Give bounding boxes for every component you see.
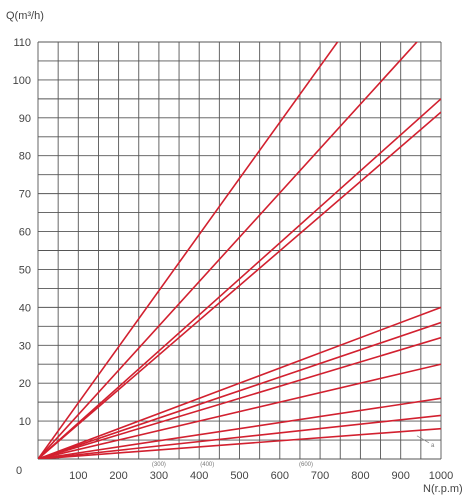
series-line-4	[38, 111, 441, 459]
y-tick-label: 20	[19, 378, 31, 390]
x-tick-label: 300	[150, 470, 168, 482]
y-tick-label: 60	[19, 227, 31, 239]
y-tick-label: 10	[19, 416, 31, 428]
small-note: (400)	[200, 462, 214, 468]
y-tick-label: 50	[19, 264, 31, 276]
x-tick-label: 500	[230, 470, 248, 482]
y-tick-label: 70	[19, 189, 31, 201]
x-tick-label: 1000	[429, 470, 453, 482]
x-tick-label: 700	[311, 470, 329, 482]
series-line-2	[38, 42, 418, 459]
x-tick-label: 900	[392, 470, 410, 482]
annotation-leader	[416, 435, 430, 444]
y-tick-label: 40	[19, 302, 31, 314]
x-tick-label: 200	[109, 470, 127, 482]
series-line-10	[38, 414, 441, 459]
y-tick-label: 90	[19, 113, 31, 125]
series-line-8	[38, 363, 441, 459]
series-line-1	[38, 42, 339, 459]
small-note: (600)	[299, 462, 313, 468]
y-tick-label: 30	[19, 340, 31, 352]
y-tick-label: 110	[13, 37, 31, 49]
x-axis-title: N(r.p.m)	[423, 483, 463, 495]
origin-label: 0	[16, 465, 22, 477]
x-tick-label: 400	[190, 470, 208, 482]
series-line-3	[38, 98, 441, 459]
series-line-5	[38, 306, 441, 459]
series-line-6	[38, 321, 441, 459]
x-tick-label: 100	[69, 470, 87, 482]
small-note: (300)	[152, 462, 166, 468]
tick-labels: 10 20 30 40 50 60 70 80 90 100 110 100 200 300 400 500 6…	[13, 37, 454, 482]
annotation-label: a	[431, 443, 435, 449]
x-tick-label: 800	[351, 470, 369, 482]
series-lines	[38, 42, 441, 459]
series-line-7	[38, 336, 441, 459]
y-tick-label: 100	[13, 75, 31, 87]
series-line-11	[38, 427, 441, 459]
series-line-9	[38, 397, 441, 459]
y-axis-title: Q(m³/h)	[6, 10, 44, 22]
x-tick-label: 600	[271, 470, 289, 482]
y-tick-label: 80	[19, 151, 31, 163]
grid	[37, 41, 442, 460]
